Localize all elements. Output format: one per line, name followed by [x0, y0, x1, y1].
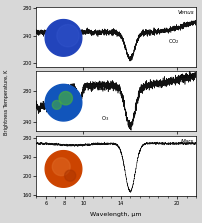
Text: Earth: Earth: [180, 74, 194, 79]
Text: O$_3$: O$_3$: [101, 114, 109, 123]
Text: H$_2$O: H$_2$O: [91, 79, 103, 88]
Text: Mars: Mars: [181, 139, 194, 144]
Text: Brightness Temperature, K: Brightness Temperature, K: [4, 70, 8, 135]
Text: Wavelength, μm: Wavelength, μm: [90, 213, 142, 217]
Text: CO$_2$: CO$_2$: [168, 37, 180, 46]
Text: Venus: Venus: [178, 10, 194, 15]
